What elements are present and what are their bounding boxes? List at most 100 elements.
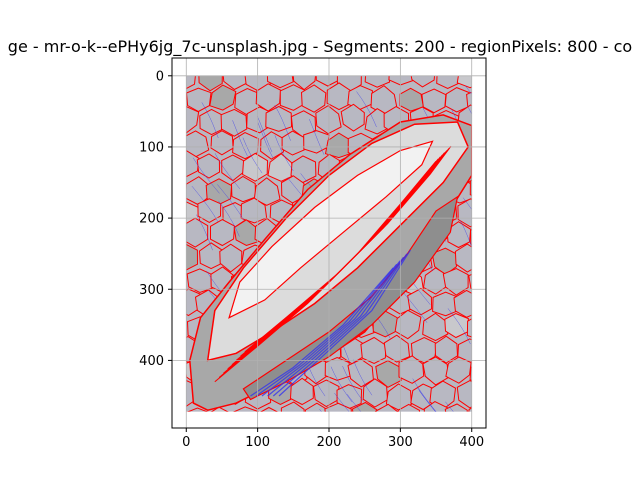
flow-line <box>460 220 472 248</box>
flow-line <box>417 387 436 412</box>
superpixel-cell <box>362 378 389 408</box>
superpixel-cell <box>364 75 391 88</box>
superpixel-cell <box>394 309 422 340</box>
superpixel-cell <box>444 313 469 339</box>
superpixel-cell <box>222 75 249 91</box>
superpixel-cell <box>468 273 472 290</box>
superpixel-cell <box>422 356 449 386</box>
flow-line <box>191 185 219 222</box>
superpixel-cell <box>209 84 237 111</box>
white-object-region <box>228 140 434 319</box>
flow-line <box>257 121 274 158</box>
blue-contour-line <box>261 260 401 397</box>
flow-line <box>447 308 471 345</box>
superpixel-cell <box>383 334 411 363</box>
flow-line <box>353 359 373 396</box>
superpixel-cell <box>300 84 327 113</box>
flow-line <box>445 401 454 412</box>
superpixel-cell <box>351 401 378 412</box>
superpixel-cell <box>434 335 459 364</box>
flow-line <box>192 157 220 194</box>
superpixel-cell <box>315 105 342 135</box>
flow-line <box>217 184 245 221</box>
superpixel-cell <box>242 152 269 182</box>
superpixel-cell <box>230 175 257 203</box>
flow-line <box>196 214 213 251</box>
superpixel-cell <box>260 406 278 412</box>
superpixel-cell <box>442 267 469 296</box>
flow-line <box>218 200 240 237</box>
superpixel-cell <box>444 87 470 113</box>
blue-contour-line <box>267 256 404 397</box>
superpixel-cell <box>397 403 420 412</box>
superpixel-cell <box>220 108 248 137</box>
object-regions <box>189 114 472 411</box>
superpixel-cell <box>468 407 472 412</box>
x-tick-label: 100 <box>245 435 270 450</box>
grid-lines <box>172 58 486 428</box>
superpixel-cell <box>232 132 259 160</box>
flow-line <box>356 91 377 128</box>
superpixel-cell <box>444 403 468 412</box>
blue-contour-line <box>272 253 408 397</box>
segmentation-image <box>186 75 472 412</box>
superpixel-cell <box>219 243 243 273</box>
flow-line <box>242 137 263 174</box>
superpixel-cell <box>315 75 340 87</box>
superpixel-cell <box>265 105 293 132</box>
superpixel-cell <box>454 243 472 273</box>
superpixel-cell <box>436 75 460 90</box>
y-axis: 0 100 200 300 400 <box>139 69 172 369</box>
y-tick-label: 0 <box>156 69 164 84</box>
y-tick-label: 400 <box>139 354 164 369</box>
blue-contour-line <box>278 249 411 397</box>
blue-contour-line <box>250 267 394 397</box>
superpixel-cell <box>457 198 472 228</box>
chart-title: ge - mr-o-k--ePHy6jg_7c-unsplash.jpg - S… <box>8 37 632 57</box>
superpixel-cell <box>324 402 352 412</box>
superpixel-cell <box>253 177 281 206</box>
flow-line <box>232 120 248 157</box>
superpixel-cell <box>456 75 472 89</box>
flow-line <box>257 116 273 153</box>
superpixel-cell <box>267 153 295 182</box>
flow-line <box>467 105 472 115</box>
flow-line <box>201 102 219 139</box>
dark-object-region <box>242 195 459 401</box>
superpixel-cell <box>240 197 268 224</box>
superpixel-cell <box>375 403 399 412</box>
x-axis: 0 100 200 300 400 <box>182 428 484 450</box>
superpixel-cell <box>187 407 209 412</box>
superpixel-cell <box>347 358 374 388</box>
superpixel-cell <box>469 366 472 382</box>
flow-line <box>330 366 353 403</box>
flow-line <box>274 104 291 141</box>
flow-line <box>342 365 364 402</box>
superpixel-cell <box>186 106 200 134</box>
superpixel-cell <box>340 103 365 132</box>
superpixel-cell <box>407 287 433 316</box>
x-tick-label: 300 <box>388 435 413 450</box>
contour-line <box>244 145 452 353</box>
y-tick-label: 100 <box>139 140 164 155</box>
x-tick-label: 200 <box>317 435 342 450</box>
superpixel-cell <box>186 243 199 271</box>
y-tick-label: 200 <box>139 212 164 227</box>
superpixel-cell <box>289 377 314 406</box>
y-tick-label: 300 <box>139 283 164 298</box>
superpixel-cell <box>453 289 472 318</box>
superpixel-cell <box>210 130 234 156</box>
superpixel-cell <box>266 75 294 89</box>
flow-line <box>274 135 294 172</box>
flow-line <box>465 85 472 95</box>
flow-line <box>346 393 362 412</box>
flow-line <box>412 378 437 412</box>
blue-contour-line <box>255 263 398 397</box>
superpixel-cell <box>280 401 305 412</box>
flow-line <box>462 197 472 210</box>
x-tick-label: 400 <box>459 435 484 450</box>
superpixel-cell <box>456 380 472 409</box>
superpixel-cell <box>186 75 196 90</box>
superpixel-cell <box>324 357 351 381</box>
